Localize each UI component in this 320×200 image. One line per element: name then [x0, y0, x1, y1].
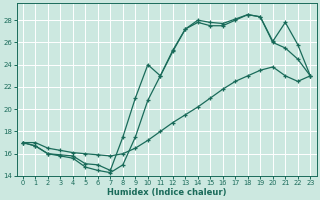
- X-axis label: Humidex (Indice chaleur): Humidex (Indice chaleur): [107, 188, 226, 197]
